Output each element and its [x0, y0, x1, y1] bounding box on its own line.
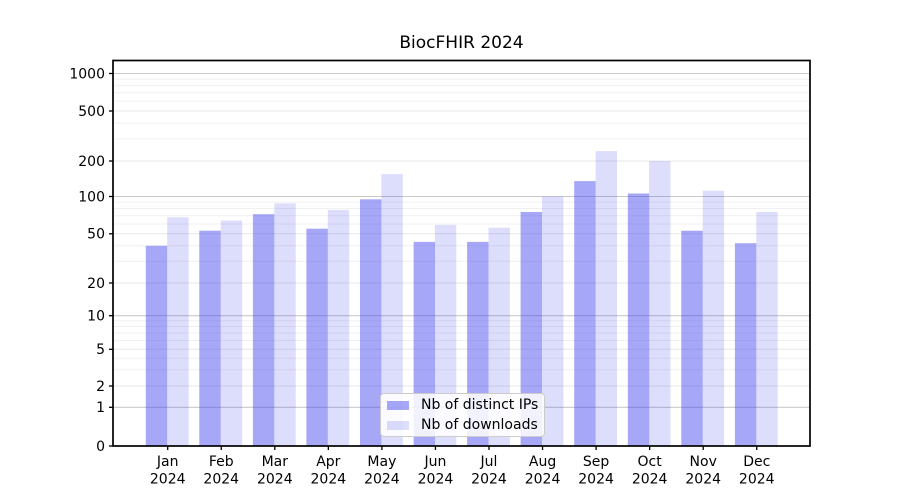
bar-downloads-feb: [220, 220, 243, 446]
bar-distinct-ips-aug: [520, 212, 542, 446]
y-tick-label: 200: [78, 154, 105, 170]
bar-distinct-ips-feb: [199, 230, 221, 446]
bar-distinct-ips-jan: [145, 245, 168, 446]
bar-distinct-ips-oct: [627, 193, 650, 446]
legend-label-downloads: Nb of downloads: [421, 416, 538, 433]
bar-downloads-jan: [167, 217, 189, 446]
x-tick-label-apr: Apr 2024: [311, 454, 347, 488]
bar-downloads-apr: [327, 209, 350, 446]
bar-distinct-ips-mar: [252, 214, 275, 446]
y-tick-label: 2: [96, 379, 105, 395]
y-tick-label: 50: [87, 227, 105, 243]
x-tick-label-nov: Nov 2024: [685, 454, 721, 488]
x-tick-label-dec: Dec 2024: [739, 454, 775, 488]
chart-title: BiocFHIR 2024: [399, 33, 524, 53]
legend-item-downloads: Nb of downloads: [387, 417, 538, 434]
y-tick-label: 500: [78, 104, 105, 120]
y-tick-label: 5: [96, 342, 105, 358]
y-tick-label: 100: [78, 189, 105, 205]
x-tick-label-jun: Jun 2024: [418, 454, 454, 488]
x-tick-label-oct: Oct 2024: [632, 454, 668, 488]
y-tick-label: 1000: [69, 66, 105, 82]
bar-distinct-ips-may: [360, 199, 382, 446]
bar-distinct-ips-dec: [734, 243, 757, 446]
legend-swatch-distinct-ips: [387, 400, 409, 410]
y-tick-label: 0: [96, 439, 105, 455]
bar-downloads-jun: [434, 224, 457, 446]
bar-distinct-ips-nov: [681, 230, 703, 446]
x-tick-label-jul: Jul 2024: [471, 454, 507, 488]
legend-swatch-downloads: [387, 420, 409, 430]
bar-downloads-may: [381, 174, 403, 446]
bar-distinct-ips-apr: [306, 228, 328, 446]
x-tick-label-sep: Sep 2024: [578, 454, 614, 488]
bar-downloads-oct: [649, 161, 671, 446]
bar-distinct-ips-sep: [574, 181, 596, 446]
y-tick-label: 20: [87, 276, 105, 292]
bar-downloads-mar: [274, 203, 296, 446]
y-tick-label: 10: [87, 309, 105, 325]
y-tick-label: 1: [96, 400, 105, 416]
legend-item-distinct-ips: Nb of distinct IPs: [387, 397, 538, 414]
bar-downloads-dec: [756, 212, 778, 446]
x-tick-label-mar: Mar 2024: [257, 454, 293, 488]
x-tick-label-may: May 2024: [364, 454, 400, 488]
bar-downloads-jul: [488, 227, 510, 446]
plot-border: [112, 59, 811, 447]
x-tick-label-aug: Aug 2024: [525, 454, 561, 488]
bar-downloads-aug: [542, 196, 564, 446]
x-tick-label-jan: Jan 2024: [150, 454, 186, 488]
legend-label-distinct-ips: Nb of distinct IPs: [421, 396, 539, 413]
x-tick-label-feb: Feb 2024: [203, 454, 239, 488]
legend: Nb of distinct IPs Nb of downloads: [380, 393, 545, 437]
bar-downloads-sep: [595, 151, 617, 446]
bar-downloads-nov: [702, 190, 725, 446]
